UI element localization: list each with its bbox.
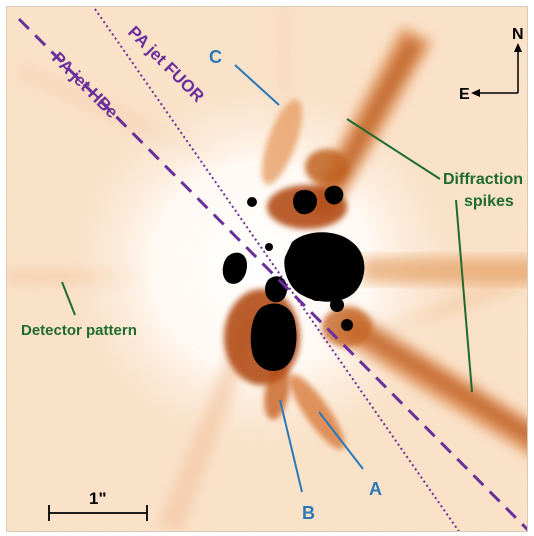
detector-label: Detector pattern xyxy=(21,322,137,339)
diffraction-spike-se xyxy=(337,307,527,454)
feature-b-pointer xyxy=(279,399,303,493)
feature-c-emission xyxy=(261,99,303,185)
scalebar-label: 1" xyxy=(89,489,107,508)
diffraction-label-line1: Diffraction xyxy=(443,171,523,188)
diffraction-label-line2: spikes xyxy=(464,193,514,210)
detector-pointer xyxy=(61,281,76,316)
feature-c-label: C xyxy=(209,47,222,67)
diffraction-pointer-1 xyxy=(346,118,441,180)
feature-a-pointer xyxy=(318,411,364,470)
compass-east-label: E xyxy=(459,86,470,103)
jet-hbe-line xyxy=(17,17,527,531)
feature-c-pointer xyxy=(234,64,280,106)
feature-a-label: A xyxy=(369,479,382,499)
compass: N E xyxy=(459,26,524,103)
jet-fuor-line xyxy=(94,8,460,531)
saturated-core xyxy=(222,185,365,372)
image-frame: PA jet HBe PA jet FUOR C A B Diffraction… xyxy=(6,6,528,532)
diffraction-spike-e xyxy=(362,257,527,283)
astronomical-image: PA jet HBe PA jet FUOR C A B Diffraction… xyxy=(7,7,527,531)
feature-b-label: B xyxy=(302,503,315,523)
compass-north-label: N xyxy=(512,26,524,43)
diffraction-pointer-2 xyxy=(455,199,473,393)
scalebar: 1" xyxy=(48,489,148,521)
feature-a-emission xyxy=(289,374,345,450)
